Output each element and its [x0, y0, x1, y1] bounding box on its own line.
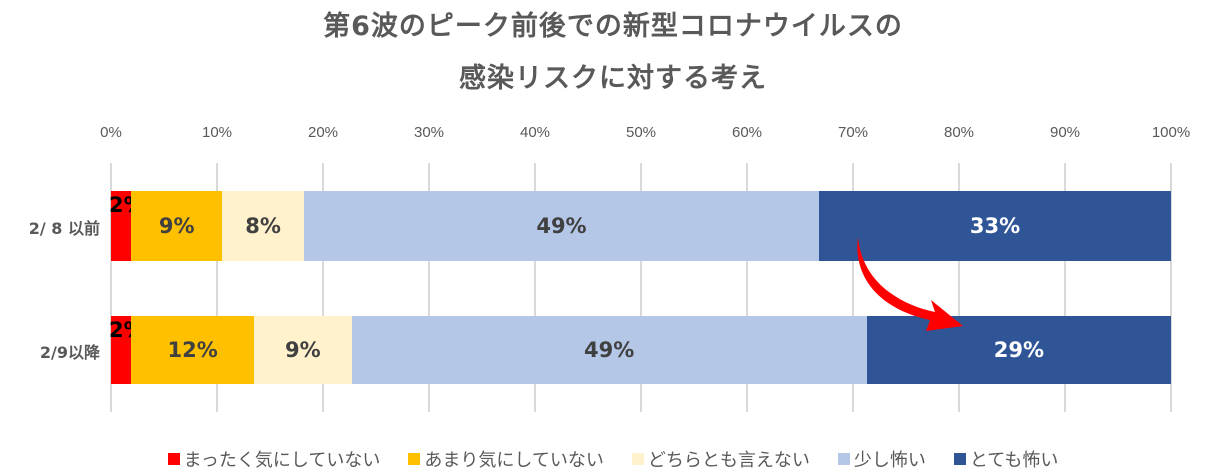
data-label: 29%: [993, 338, 1044, 362]
stacked-bar: 2% 9% 8% 49% 33%: [109, 191, 1171, 261]
gridline: [746, 163, 748, 412]
x-tick-label: 90%: [1049, 124, 1081, 141]
category-label: 2/ 8 以前: [28, 219, 100, 238]
gridline: [1170, 163, 1172, 412]
chart-title-line-2: 感染リスクに対する考え: [459, 63, 767, 94]
gridline: [852, 163, 854, 412]
data-label: 8%: [245, 214, 281, 238]
legend-label: あまり気にしていない: [424, 450, 604, 471]
x-tick-label: 60%: [731, 124, 763, 141]
gridline: [534, 163, 536, 412]
bar-segment: 12%: [131, 316, 255, 384]
bar-segment: 8%: [222, 191, 304, 261]
legend-swatch-icon: [167, 453, 180, 465]
bar-segment: 49%: [303, 191, 820, 261]
bar-segment: 29%: [866, 316, 1171, 384]
legend: まったく気にしていない あまり気にしていない どちらとも言えない 少し怖い とても怖い: [0, 446, 1226, 472]
x-tick-label: 40%: [519, 124, 551, 141]
x-tick-label: 70%: [837, 124, 869, 141]
legend-swatch-icon: [631, 453, 644, 465]
data-label: 49%: [536, 214, 587, 238]
bar-segment: 33%: [819, 191, 1171, 261]
chart-title-line-1: 第6波のピーク前後での新型コロナウイルスの: [323, 11, 903, 42]
gridline: [322, 163, 324, 412]
data-label: 12%: [167, 338, 218, 362]
legend-label: 少し怖い: [853, 450, 926, 471]
bar-segment: 9%: [131, 191, 223, 261]
gridline: [428, 163, 430, 412]
legend-label: まったく気にしていない: [183, 450, 381, 471]
gridline: [958, 163, 960, 412]
legend-item: 少し怖い: [837, 446, 926, 472]
data-label: 49%: [584, 338, 635, 362]
legend-label: とても怖い: [969, 450, 1059, 471]
x-tick-label: 50%: [625, 124, 657, 141]
gridline: [216, 163, 218, 412]
x-tick-label: 10%: [201, 124, 233, 141]
x-tick-label: 100%: [1151, 124, 1191, 141]
category-label: 2/9以降: [39, 343, 100, 362]
legend-label: どちらとも言えない: [647, 450, 810, 471]
x-tick-label: 80%: [943, 124, 975, 141]
data-label: 33%: [969, 214, 1021, 238]
plot-area: 2% 9% 8% 49% 33% 2% 12% 9% 49% 29%: [109, 163, 1172, 412]
bar-segment: 49%: [351, 316, 867, 384]
x-tick-label: 20%: [307, 124, 339, 141]
data-label: 9%: [285, 338, 321, 362]
stacked-bar: 2% 12% 9% 49% 29%: [109, 316, 1171, 384]
legend-item: あまり気にしていない: [408, 446, 604, 472]
legend-swatch-icon: [837, 453, 850, 465]
legend-item: どちらとも言えない: [631, 446, 810, 472]
data-label: 9%: [158, 214, 195, 238]
gridline: [1064, 163, 1066, 412]
bar-segment: 9%: [254, 316, 352, 384]
legend-swatch-icon: [408, 453, 421, 465]
legend-item: まったく気にしていない: [167, 446, 381, 472]
legend-swatch-icon: [953, 453, 966, 465]
x-tick-label: 0%: [100, 124, 122, 141]
gridline: [110, 163, 112, 412]
gridline: [640, 163, 642, 412]
x-tick-label: 30%: [413, 124, 445, 141]
legend-item: とても怖い: [953, 446, 1059, 472]
